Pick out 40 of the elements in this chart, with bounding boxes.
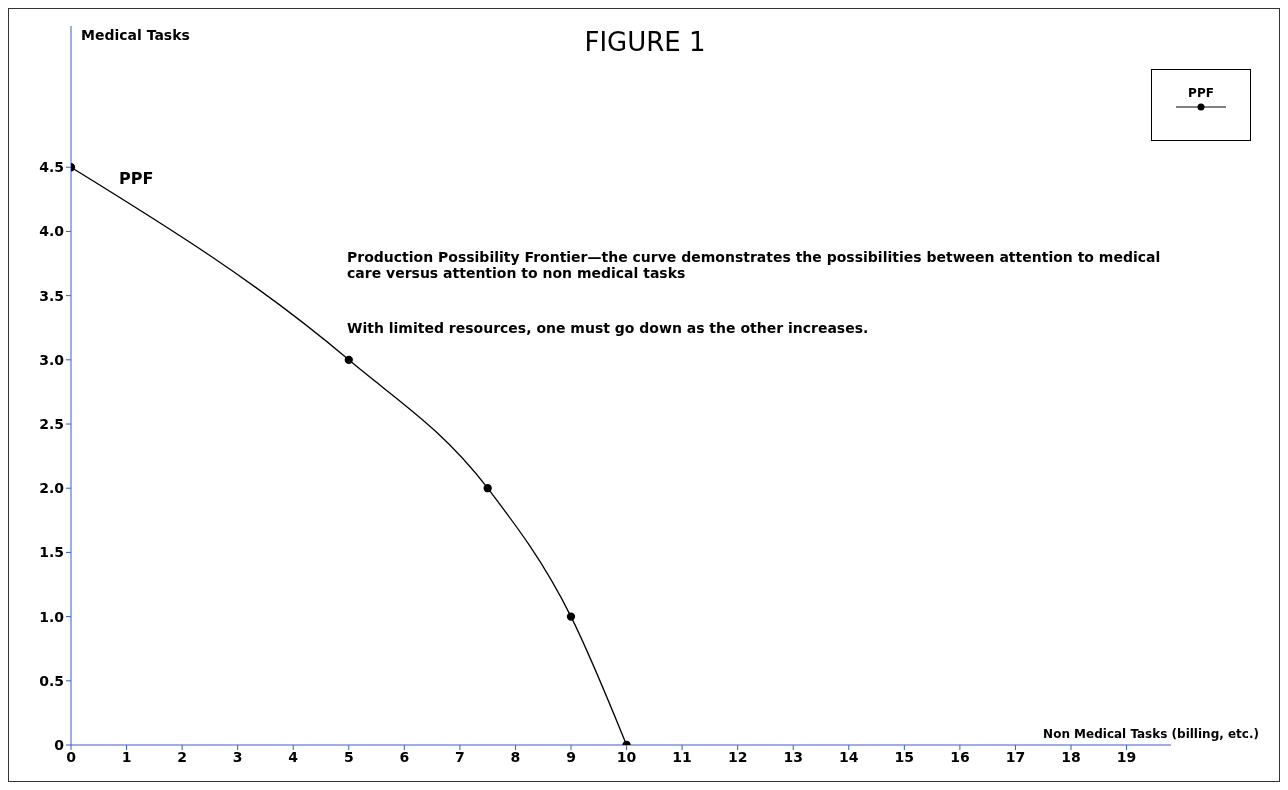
chart-title: FIGURE 1 (584, 27, 706, 57)
x-tick-label: 10 (616, 748, 637, 765)
y-tick-label: 1.5 (39, 544, 64, 561)
x-tick-label: 14 (839, 748, 859, 765)
x-tick-label: 12 (727, 748, 748, 765)
point (483, 484, 492, 493)
x-tick-label: 7 (455, 748, 465, 765)
point (566, 612, 576, 621)
x-tick-label: 5 (343, 748, 354, 765)
x-tick-label: 13 (783, 748, 803, 765)
y-tick-label: 1.0 (39, 608, 65, 625)
x-tick-label: 1 (121, 748, 132, 765)
y-tick-label: 0 (54, 736, 65, 753)
annotation: Production Possibility Frontier—the curve demonstrates the possibilities between attention to medical care versus attention to non medical tasks (347, 249, 1162, 281)
text: PPF (1187, 86, 1215, 100)
x-tick-label: 3 (232, 748, 243, 765)
x-tick-label: 18 (1061, 748, 1081, 765)
y-axis-title: Medical Tasks (81, 27, 190, 43)
x-tick-label: 11 (672, 748, 692, 765)
x-tick-label: 9 (566, 748, 576, 765)
annotation: PPF (119, 169, 155, 188)
x-tick-label: 6 (399, 748, 410, 765)
y-tick-label: 4.5 (39, 159, 64, 176)
x-tick-label: 19 (1116, 748, 1137, 765)
y-tick-label: 3.5 (39, 287, 64, 304)
y-tick-label: 3.0 (39, 351, 65, 368)
point (344, 355, 353, 364)
x-tick-label: 8 (510, 748, 521, 765)
x-tick-label: 17 (1005, 748, 1026, 765)
annotation: With limited resources, one must go down as the other increases. (347, 320, 870, 336)
y-tick-label: 2.5 (39, 415, 64, 432)
x-tick-label: 4 (288, 748, 299, 765)
x-tick-label: 2 (177, 748, 187, 765)
y-tick-label: 0.5 (39, 672, 64, 689)
x-tick-label: 16 (950, 748, 970, 765)
x-axis-title: Non Medical Tasks (billing, etc.) (1043, 727, 1259, 741)
y-tick-label: 4.0 (39, 223, 65, 240)
x-tick-label: 0 (66, 748, 77, 765)
x-tick-label: 15 (894, 748, 915, 765)
y-tick-label: 2.0 (39, 480, 65, 497)
